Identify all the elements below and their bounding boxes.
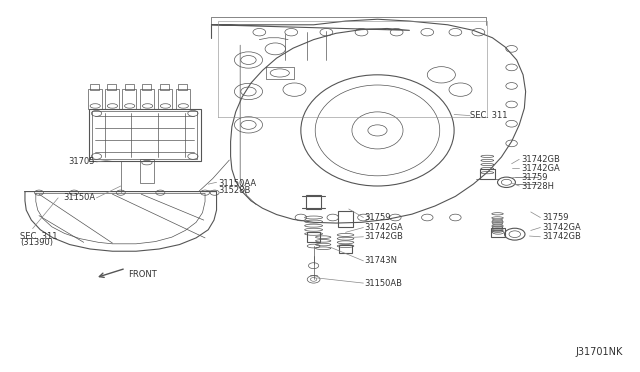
Bar	[339, 245, 352, 253]
Bar	[90, 84, 99, 90]
Bar	[338, 211, 353, 227]
Bar	[178, 84, 187, 90]
Bar	[140, 89, 154, 109]
Text: 31528B: 31528B	[218, 186, 250, 195]
Bar	[143, 84, 152, 90]
Bar	[89, 109, 200, 161]
Text: 31742GB: 31742GB	[521, 155, 560, 164]
Text: 31150AB: 31150AB	[365, 279, 403, 288]
Text: J31701NK: J31701NK	[576, 347, 623, 357]
Bar	[108, 84, 116, 90]
Text: 31742GB: 31742GB	[542, 232, 581, 241]
Bar	[491, 228, 505, 237]
Bar	[158, 89, 172, 109]
Bar	[88, 89, 102, 109]
Text: 31759: 31759	[521, 173, 548, 182]
Text: 31728H: 31728H	[521, 182, 554, 190]
Text: 31742GB: 31742GB	[365, 232, 404, 241]
Bar	[105, 89, 119, 109]
Text: 31759: 31759	[365, 213, 391, 222]
Text: FRONT: FRONT	[128, 270, 157, 279]
Text: 31150A: 31150A	[63, 193, 95, 202]
Text: (31390): (31390)	[20, 238, 53, 247]
Text: 31742GA: 31742GA	[521, 164, 560, 173]
Bar	[161, 84, 170, 90]
Text: SEC. 311: SEC. 311	[470, 111, 508, 120]
Bar	[175, 89, 189, 109]
Bar	[140, 159, 154, 183]
Text: 31759: 31759	[542, 213, 569, 222]
Bar	[122, 89, 136, 109]
Text: 31150AA: 31150AA	[218, 179, 256, 187]
Text: 31742GA: 31742GA	[542, 223, 581, 232]
Bar	[92, 111, 197, 159]
Bar	[307, 232, 320, 241]
Bar	[125, 84, 134, 90]
Text: 31705: 31705	[68, 157, 95, 166]
Text: 31742GA: 31742GA	[365, 223, 403, 232]
Text: 31743N: 31743N	[365, 256, 397, 265]
Bar	[306, 195, 321, 209]
Text: SEC. 311: SEC. 311	[20, 231, 58, 241]
Bar	[479, 169, 495, 179]
